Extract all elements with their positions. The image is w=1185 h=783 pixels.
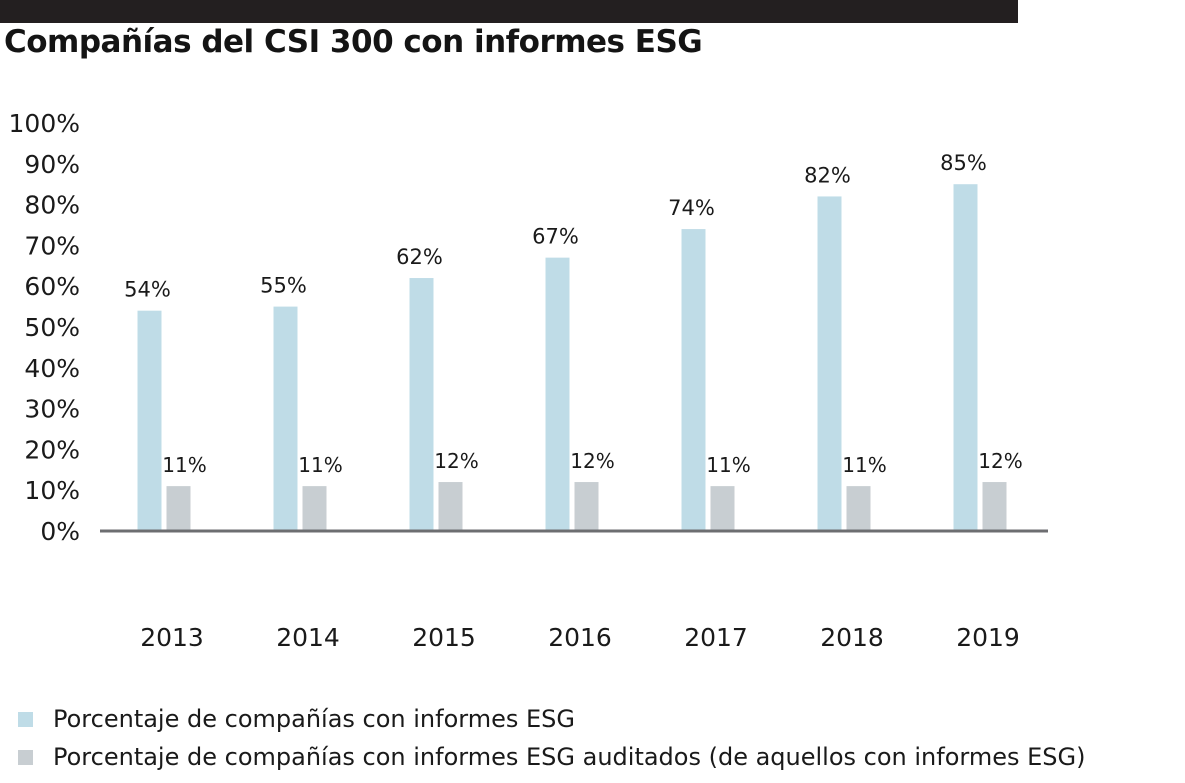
- legend-item-audited: Porcentaje de compañías con informes ESG…: [18, 738, 1085, 776]
- bar-reports: [137, 310, 162, 531]
- legend-label-audited: Porcentaje de compañías con informes ESG…: [53, 743, 1086, 771]
- data-label: 55%: [260, 274, 307, 298]
- bar-audited: [846, 486, 871, 531]
- y-tick-label: 80%: [24, 191, 80, 220]
- top-bar: [0, 0, 1018, 23]
- y-tick-label: 60%: [24, 272, 80, 301]
- data-label: 11%: [162, 453, 206, 477]
- y-tick-label: 90%: [24, 150, 80, 179]
- y-tick-label: 40%: [24, 354, 80, 383]
- bar-audited: [302, 486, 327, 531]
- bar-audited: [982, 482, 1007, 531]
- x-tick-label: 2018: [820, 623, 884, 652]
- data-label: 11%: [298, 453, 342, 477]
- data-label: 74%: [668, 196, 715, 220]
- data-label: 54%: [124, 278, 171, 302]
- x-tick-label: 2014: [276, 623, 340, 652]
- y-tick-label: 20%: [24, 435, 80, 464]
- bar-reports: [953, 184, 978, 531]
- legend: Porcentaje de compañías con informes ESG…: [18, 700, 1085, 776]
- legend-item-reports: Porcentaje de compañías con informes ESG: [18, 700, 1085, 738]
- y-tick-label: 70%: [24, 231, 80, 260]
- x-tick-label: 2019: [956, 623, 1020, 652]
- y-tick-label: 100%: [9, 109, 80, 138]
- data-label: 12%: [570, 449, 614, 473]
- bar-reports: [681, 229, 706, 531]
- data-label: 11%: [842, 453, 886, 477]
- data-label: 82%: [804, 163, 851, 187]
- x-tick-label: 2015: [412, 623, 476, 652]
- data-label: 11%: [706, 453, 750, 477]
- data-label: 12%: [978, 449, 1022, 473]
- x-tick-label: 2017: [684, 623, 748, 652]
- data-label: 85%: [940, 151, 987, 175]
- y-tick-label: 30%: [24, 395, 80, 424]
- chart-title: Compañías del CSI 300 con informes ESG: [4, 24, 703, 60]
- bar-audited: [574, 482, 599, 531]
- x-tick-label: 2016: [548, 623, 612, 652]
- bar-audited: [710, 486, 735, 531]
- bar-audited: [438, 482, 463, 531]
- legend-label-reports: Porcentaje de compañías con informes ESG: [53, 705, 575, 733]
- data-label: 12%: [434, 449, 478, 473]
- x-tick-label: 2013: [140, 623, 204, 652]
- bar-reports: [545, 257, 570, 531]
- y-tick-label: 50%: [24, 313, 80, 342]
- bar-reports: [817, 196, 842, 531]
- data-label: 62%: [396, 245, 443, 269]
- y-tick-label: 0%: [40, 517, 80, 546]
- bar-chart: 0% 10% 20% 30% 40% 50% 60% 70% 80% 90% 100% 54% 11% 2…: [9, 109, 1048, 652]
- bar-reports: [409, 278, 434, 531]
- bar-reports: [273, 306, 298, 531]
- data-label: 67%: [532, 225, 579, 249]
- y-tick-label: 10%: [24, 476, 80, 505]
- bar-audited: [166, 486, 191, 531]
- legend-swatch-audited: [18, 749, 33, 765]
- legend-swatch-reports: [18, 711, 33, 727]
